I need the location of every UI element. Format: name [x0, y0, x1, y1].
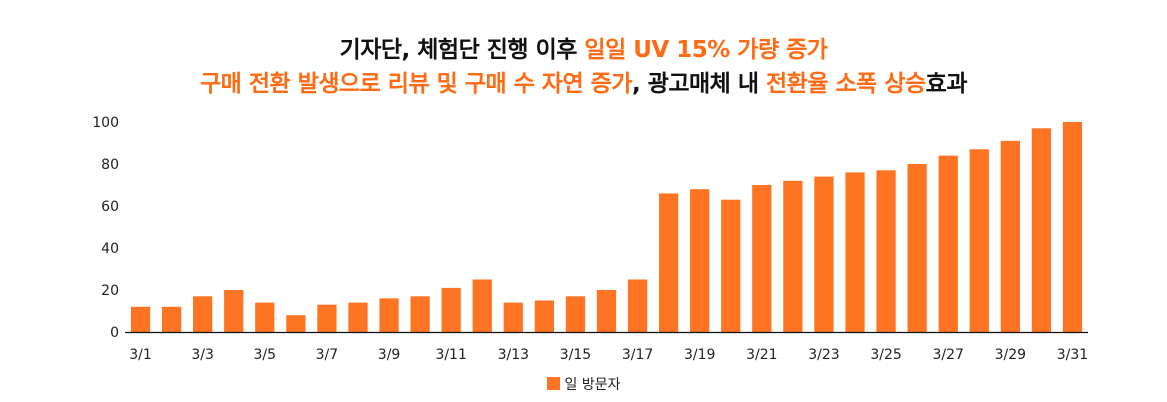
bar	[161, 306, 182, 332]
x-tick-label: 3/1	[129, 347, 152, 363]
bar	[565, 296, 586, 332]
bar	[130, 306, 151, 332]
bar	[690, 189, 710, 332]
bar	[348, 302, 368, 332]
bar	[503, 302, 523, 332]
x-tick-label: 3/3	[191, 347, 214, 363]
x-tick-label: 3/9	[378, 347, 401, 363]
bar	[938, 155, 958, 332]
bar	[317, 304, 337, 332]
bar	[1062, 122, 1083, 332]
bar	[255, 302, 275, 332]
y-tick-label: 100	[92, 115, 119, 131]
x-tick-label: 3/29	[995, 347, 1026, 363]
bar	[814, 176, 834, 332]
y-tick-label: 20	[101, 283, 119, 299]
y-tick-label: 0	[110, 325, 119, 341]
title-line2-highlight-2: 전환율 소폭 상승	[766, 71, 926, 97]
bar	[1000, 140, 1020, 332]
bar	[441, 287, 461, 332]
title-line2-highlight-1: 구매 전환 발생으로 리뷰 및 구매 수 자연 증가	[200, 71, 632, 97]
bar	[286, 315, 306, 332]
bar	[752, 185, 772, 332]
x-tick-label: 3/21	[746, 347, 777, 363]
title-line1-text: 기자단, 체험단 진행 이후	[339, 37, 585, 63]
bar	[721, 199, 741, 332]
x-tick-label: 3/25	[870, 347, 901, 363]
bar	[627, 279, 648, 332]
bar	[534, 300, 555, 332]
x-tick-label: 3/5	[254, 347, 277, 363]
bar	[783, 180, 803, 332]
title-line2-text-1: , 광고매체 내	[631, 71, 767, 97]
chart-title-line1: 기자단, 체험단 진행 이후 일일 UV 15% 가량 증가	[0, 30, 1167, 64]
x-tick-label: 3/13	[498, 347, 529, 363]
bar	[658, 193, 679, 332]
bar	[379, 298, 399, 332]
title-line2-text-2: 효과	[925, 71, 968, 97]
legend-label: 일 방문자	[564, 377, 621, 393]
bar	[1031, 128, 1052, 332]
x-tick-label: 3/31	[1057, 347, 1088, 363]
chart-title-line2: 구매 전환 발생으로 리뷰 및 구매 수 자연 증가, 광고매체 내 전환율 소…	[0, 64, 1167, 98]
bar	[224, 290, 244, 332]
x-tick-label: 3/15	[560, 347, 591, 363]
legend: 일 방문자	[0, 374, 1167, 394]
bar	[410, 296, 430, 332]
y-tick-label: 80	[101, 157, 119, 173]
bar	[596, 290, 617, 332]
x-tick-label: 3/27	[932, 347, 963, 363]
legend-swatch	[546, 377, 560, 390]
x-tick-label: 3/19	[684, 347, 715, 363]
bar	[193, 296, 213, 332]
title-line1-highlight: 일일 UV 15% 가량 증가	[584, 37, 828, 63]
x-tick-label: 3/7	[316, 347, 339, 363]
bar	[876, 170, 896, 332]
x-tick-label: 3/17	[622, 347, 653, 363]
x-tick-label: 3/11	[435, 347, 466, 363]
y-tick-label: 40	[101, 241, 119, 257]
y-tick-label: 60	[101, 199, 119, 215]
bar	[969, 149, 989, 332]
x-tick-label: 3/23	[808, 347, 839, 363]
bar	[845, 172, 865, 332]
bar	[472, 279, 492, 332]
bar	[907, 164, 927, 332]
